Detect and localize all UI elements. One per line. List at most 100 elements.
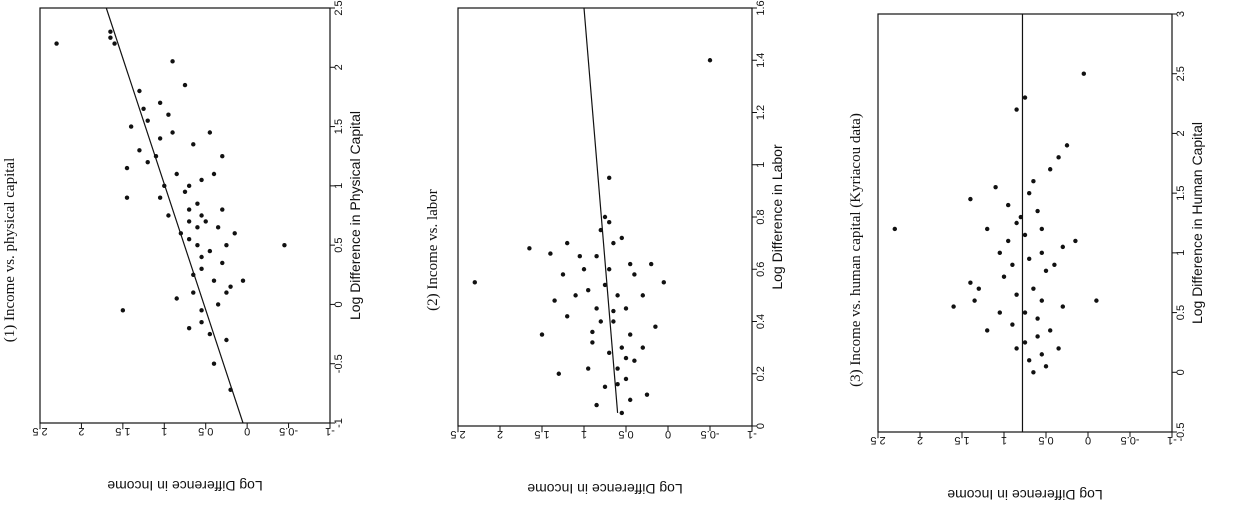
y-tick-label: 0 bbox=[665, 428, 671, 440]
data-point bbox=[632, 272, 637, 277]
data-point bbox=[968, 280, 973, 285]
data-point bbox=[240, 278, 246, 283]
data-point bbox=[207, 130, 213, 135]
data-point bbox=[1048, 328, 1053, 333]
data-point bbox=[1022, 340, 1028, 345]
x-tick-label: 0.2 bbox=[755, 366, 767, 381]
data-point bbox=[170, 59, 175, 64]
y-tick-label: -0.5 bbox=[279, 425, 298, 437]
data-point bbox=[207, 331, 213, 337]
y-tick-label: 0.5 bbox=[198, 425, 213, 437]
x-axis-label: Log Difference in Physical Capital bbox=[347, 111, 363, 320]
y-tick-label: -0.5 bbox=[1121, 434, 1140, 446]
data-point bbox=[199, 254, 204, 260]
data-point bbox=[224, 242, 229, 248]
y-axis-label: Log Difference in Income bbox=[527, 481, 683, 497]
data-point bbox=[211, 171, 217, 177]
data-point bbox=[215, 225, 221, 230]
data-point bbox=[166, 112, 171, 117]
y-tick-label: 2 bbox=[78, 425, 84, 437]
data-point bbox=[552, 298, 557, 303]
data-point bbox=[162, 183, 167, 189]
data-point bbox=[565, 240, 570, 246]
data-point bbox=[556, 371, 561, 376]
data-point bbox=[1027, 358, 1032, 363]
data-point bbox=[951, 304, 956, 309]
data-point bbox=[590, 329, 595, 335]
x-tick-label: 1 bbox=[1175, 250, 1187, 256]
data-point bbox=[573, 293, 578, 298]
data-point bbox=[186, 219, 192, 224]
data-point bbox=[598, 319, 603, 324]
data-point bbox=[1039, 250, 1045, 256]
data-point bbox=[548, 251, 553, 256]
data-point bbox=[186, 207, 192, 212]
data-point bbox=[128, 124, 134, 129]
x-tick-label: 2 bbox=[1175, 130, 1187, 136]
data-point bbox=[1043, 268, 1049, 273]
data-point bbox=[1027, 256, 1032, 262]
chart-title: (3) Income vs. human capital (Kyriacou d… bbox=[848, 113, 864, 387]
y-tick-label: 1.5 bbox=[534, 428, 549, 440]
x-tick-label: 0.5 bbox=[1175, 305, 1187, 320]
data-point bbox=[1031, 370, 1036, 375]
plot-frame bbox=[39, 7, 331, 424]
y-tick-label: 1.5 bbox=[115, 425, 130, 437]
data-point bbox=[640, 345, 645, 350]
y-tick-label: 2.5 bbox=[32, 425, 47, 437]
data-point bbox=[623, 355, 629, 361]
y-tick-label: -1 bbox=[747, 428, 757, 440]
x-tick-label: 0.4 bbox=[755, 314, 767, 329]
x-tick-label: 1 bbox=[755, 162, 767, 168]
data-point bbox=[224, 290, 229, 295]
data-point bbox=[607, 267, 612, 272]
x-tick-label: 2 bbox=[333, 64, 345, 70]
data-point bbox=[1010, 322, 1015, 327]
data-point bbox=[186, 237, 192, 242]
data-point bbox=[607, 175, 612, 181]
data-point bbox=[199, 308, 204, 313]
data-point bbox=[1014, 292, 1019, 297]
fit-line bbox=[583, 8, 619, 413]
y-tick-label: 2 bbox=[917, 434, 923, 446]
data-point bbox=[124, 165, 130, 171]
data-point bbox=[590, 340, 595, 345]
y-tick-label: 1 bbox=[581, 428, 587, 440]
data-point bbox=[1039, 352, 1045, 357]
data-point bbox=[615, 382, 620, 387]
data-point bbox=[653, 324, 658, 329]
y-tick-label: 1.5 bbox=[954, 434, 969, 446]
plot-frame bbox=[877, 13, 1173, 433]
data-point bbox=[527, 246, 532, 251]
y-tick-label: 2 bbox=[497, 428, 503, 440]
x-tick-label: 1.4 bbox=[755, 53, 767, 68]
y-tick-label: -0.5 bbox=[701, 428, 720, 440]
y-tick-label: -1 bbox=[325, 425, 335, 437]
data-point bbox=[1001, 274, 1007, 279]
data-point bbox=[1018, 214, 1023, 220]
data-point bbox=[282, 242, 287, 248]
x-tick-label: 1.6 bbox=[755, 0, 767, 15]
y-tick-label: 0.5 bbox=[1038, 434, 1053, 446]
data-point bbox=[191, 142, 196, 147]
data-point bbox=[632, 358, 637, 363]
data-point bbox=[124, 195, 130, 200]
data-point bbox=[985, 328, 990, 333]
data-point bbox=[1048, 167, 1053, 172]
x-tick-label: 1.2 bbox=[755, 105, 767, 120]
data-point bbox=[1035, 334, 1040, 339]
data-point bbox=[186, 325, 192, 331]
data-point bbox=[137, 88, 142, 94]
data-point bbox=[157, 195, 163, 200]
data-point bbox=[560, 272, 566, 277]
data-point bbox=[191, 290, 196, 295]
data-point bbox=[997, 310, 1002, 315]
x-tick-label: 2.5 bbox=[1175, 66, 1187, 81]
data-point bbox=[644, 392, 650, 397]
data-point bbox=[472, 280, 477, 285]
data-point bbox=[628, 397, 633, 403]
data-point bbox=[220, 207, 225, 212]
data-point bbox=[1043, 364, 1049, 369]
data-point bbox=[594, 306, 599, 311]
x-tick-label: 0 bbox=[1175, 369, 1187, 375]
